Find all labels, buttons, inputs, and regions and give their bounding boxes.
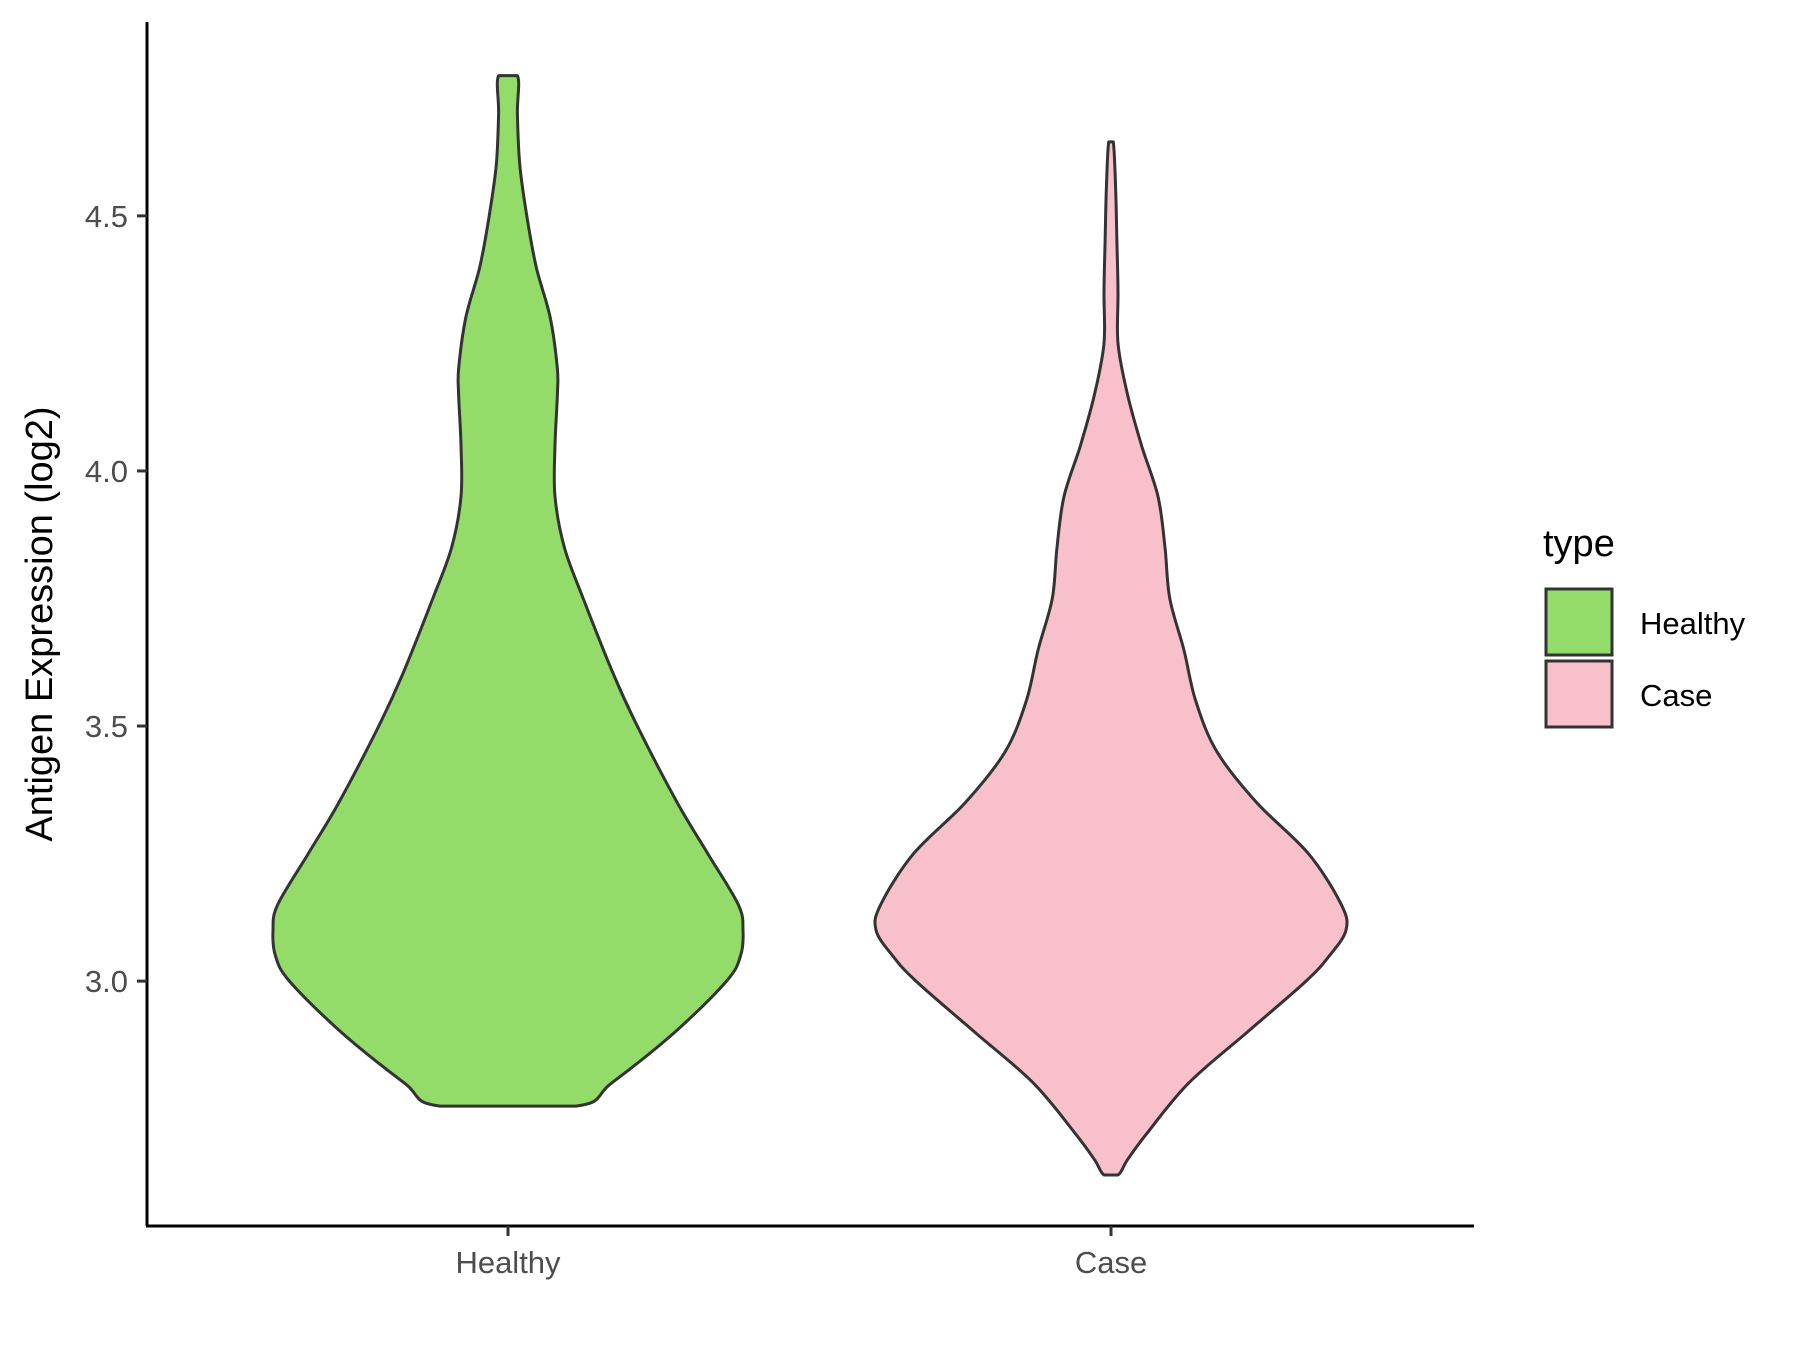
legend-items: Healthy Case (1544, 587, 1746, 729)
legend-title: type (1543, 523, 1615, 565)
y-tick-label: 4.0 (85, 454, 128, 489)
violin-healthy (271, 74, 745, 1108)
x-tick-label: Healthy (455, 1245, 561, 1280)
legend-label-case: Case (1640, 678, 1712, 713)
y-tick-label: 4.5 (85, 199, 128, 234)
legend-key-case (1544, 659, 1614, 729)
x-tick-label: Case (1075, 1245, 1147, 1280)
x-ticks: Healthy Case (455, 1226, 1147, 1280)
y-axis-title: Antigen Expression (log2) (19, 406, 61, 841)
legend: type Healthy Case (1543, 523, 1746, 729)
violin-case (873, 140, 1349, 1177)
axes: 3.0 3.5 4.0 4.5 Healthy Case (85, 22, 1474, 1280)
y-tick-label: 3.5 (85, 709, 128, 744)
legend-key-healthy (1544, 587, 1614, 657)
legend-label-healthy: Healthy (1640, 606, 1746, 641)
violin-layer (271, 74, 1349, 1177)
y-tick-label: 3.0 (85, 964, 128, 999)
y-ticks: 3.0 3.5 4.0 4.5 (85, 199, 147, 999)
